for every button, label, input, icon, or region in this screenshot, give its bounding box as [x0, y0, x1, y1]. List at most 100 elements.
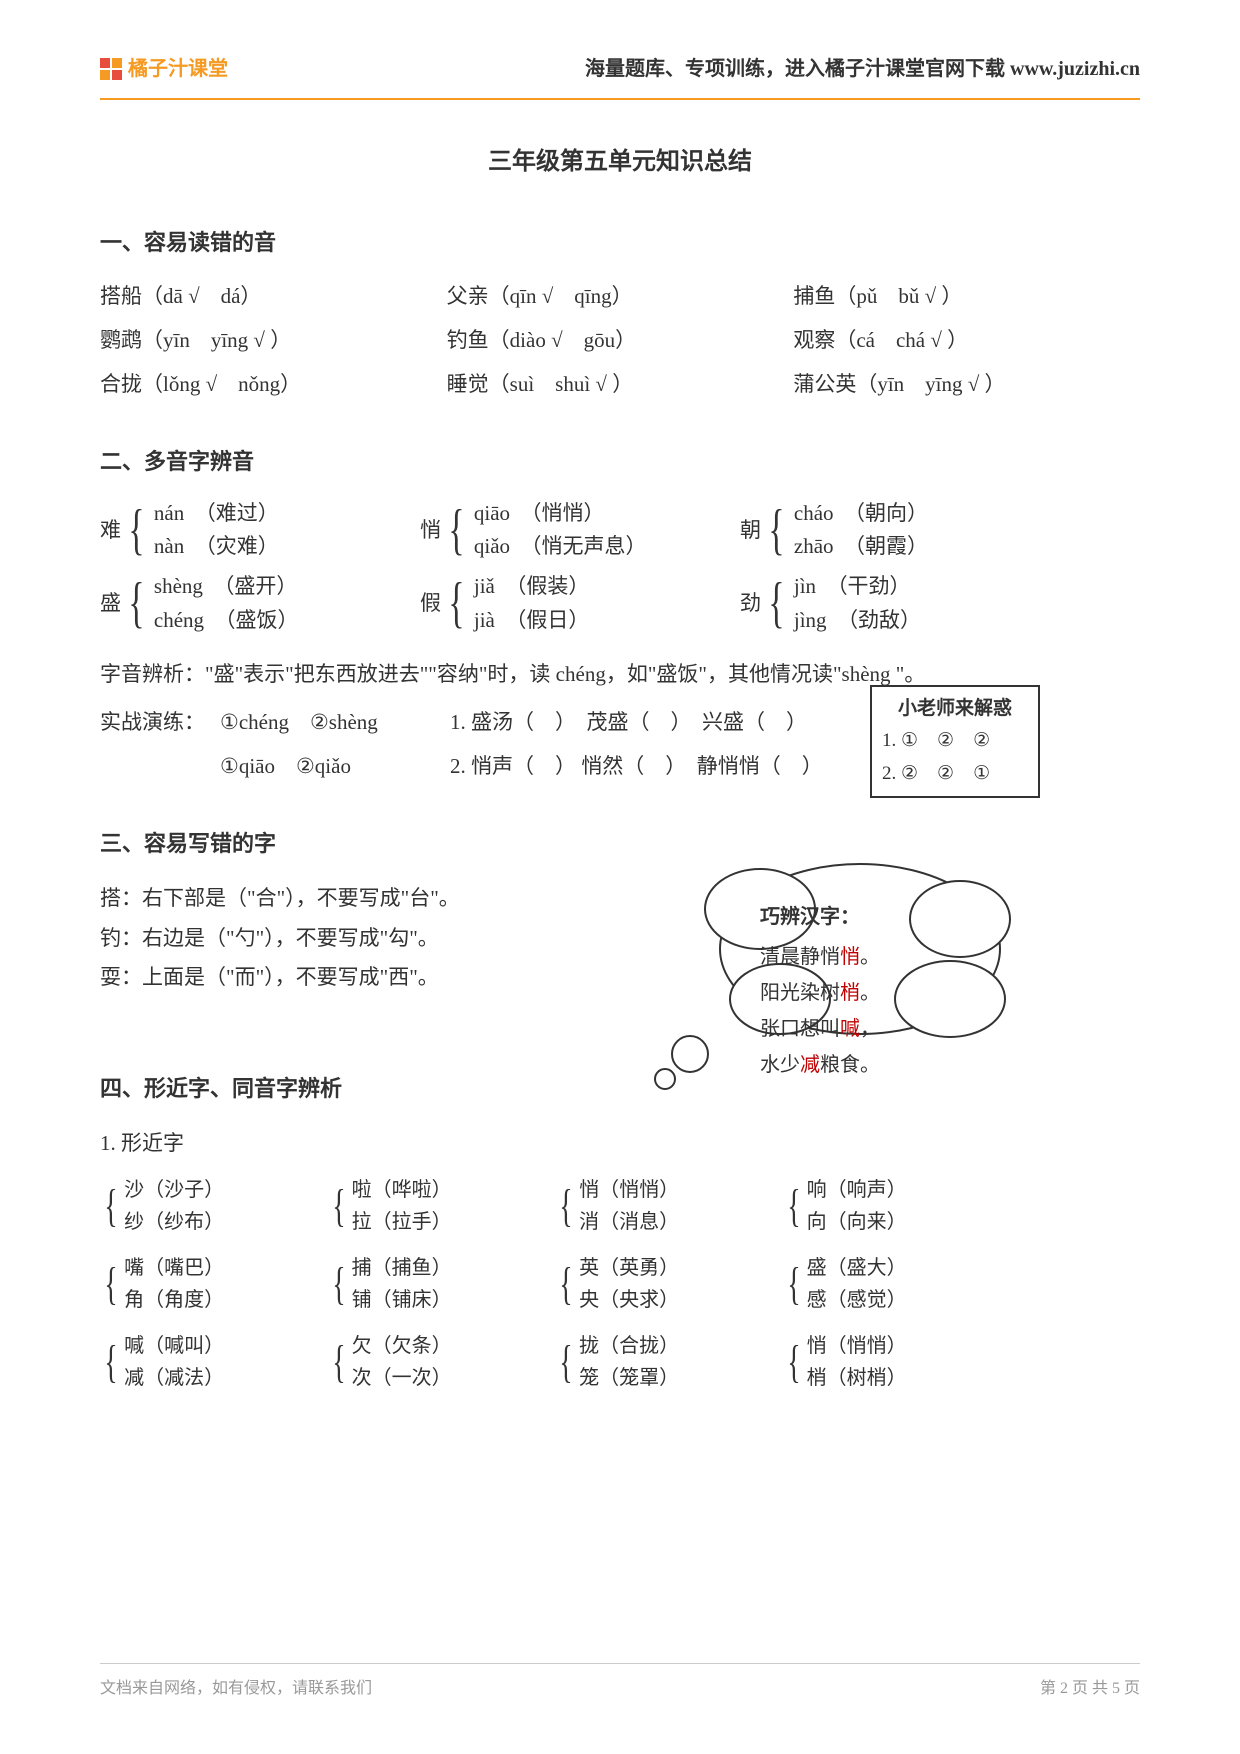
cloud-hl: 悄	[840, 946, 860, 968]
logo-icon	[100, 58, 122, 80]
pair-item: {喊（喊叫）减（减法）	[100, 1330, 318, 1394]
pinyin: qiāo	[474, 501, 510, 525]
pair-word: 梢（树梢）	[807, 1362, 907, 1394]
word: （朝向）	[855, 501, 929, 525]
pinyin: zhāo	[794, 534, 834, 558]
cloud-line: 粮食。	[820, 1054, 880, 1076]
pair-word: 盛（盛大）	[807, 1252, 907, 1284]
pair-word: 悄（悄悄）	[579, 1174, 679, 1206]
pair-word: 英（英勇）	[579, 1252, 679, 1284]
pair-item: {悄（悄悄）消（消息）	[555, 1174, 773, 1238]
brand-logo: 橘子汁课堂	[100, 50, 228, 88]
sec4-sub: 1. 形近字	[100, 1124, 1140, 1164]
pair-word: 悄（悄悄）	[807, 1330, 907, 1362]
brace-icon: {	[128, 581, 144, 626]
sec1-row: 搭船（dā √ dá） 父亲（qīn √ qīng） 捕鱼（pǔ bǔ √ ）	[100, 277, 1140, 317]
sec1-item: 蒲公英（yīn yīng √ ）	[793, 365, 1140, 405]
word: （盛饭）	[225, 608, 299, 632]
brace-icon: {	[104, 1266, 117, 1303]
cloud-line: 清晨静悄	[760, 946, 840, 968]
brace-icon: {	[448, 508, 464, 553]
brace-icon: {	[104, 1188, 117, 1225]
page-header: 橘子汁课堂 海量题库、专项训练，进入橘子汁课堂官网下载 www.juzizhi.…	[100, 50, 1140, 100]
brace-icon: {	[559, 1266, 572, 1303]
poly-char: 悄	[420, 511, 441, 551]
pair-item: {拢（合拢）笼（笼罩）	[555, 1330, 773, 1394]
cloud-callout: 巧辨汉字： 清晨静悄悄。 阳光染树梢。 张口想叫喊， 水少减粮食。	[630, 839, 1030, 1099]
pinyin: jiǎ	[474, 574, 495, 598]
sec1-item: 睡觉（suì shuì √ ）	[447, 365, 794, 405]
section2-head: 二、多音字辨音	[100, 441, 1140, 483]
pair-word: 欠（欠条）	[352, 1330, 452, 1362]
answer-box: 小老师来解惑 1. ① ② ② 2. ② ② ①	[870, 685, 1040, 798]
drill-questions: 2. 悄声（ ） 悄然（ ） 静悄悄（ ）	[450, 747, 823, 787]
similar-char-grid: {沙（沙子）纱（纱布） {啦（哗啦）拉（拉手） {悄（悄悄）消（消息） {响（响…	[100, 1174, 1000, 1394]
sec1-item: 父亲（qīn √ qīng）	[447, 277, 794, 317]
polyphone-list: 难 { nán （难过） nàn （灾难） 悄 { qiāo （悄悄） qiǎo…	[100, 497, 1140, 643]
drill-label: 实战演练：	[100, 703, 220, 743]
pair-word: 嘴（嘴巴）	[124, 1252, 224, 1284]
pair-item: {嘴（嘴巴）角（角度）	[100, 1252, 318, 1316]
brace-icon: {	[787, 1266, 800, 1303]
pinyin: jià	[474, 608, 495, 632]
drill-questions: 1. 盛汤（ ） 茂盛（ ） 兴盛（ ）	[450, 703, 807, 743]
sec1-item: 鹦鹉（yīn yīng √ ）	[100, 321, 447, 361]
cloud-line: 。	[860, 982, 880, 1004]
pair-word: 角（角度）	[124, 1284, 224, 1316]
brace-icon: {	[787, 1344, 800, 1381]
word: （悄悄）	[531, 501, 605, 525]
pinyin: nán	[154, 501, 184, 525]
poly-char: 劲	[740, 584, 761, 624]
pair-item: {欠（欠条）次（一次）	[328, 1330, 546, 1394]
poly-item: 朝 { cháo （朝向） zhāo （朝霞）	[740, 497, 1040, 564]
pinyin: chéng	[154, 608, 204, 632]
poly-char: 难	[100, 511, 121, 551]
word: （劲敌）	[848, 608, 922, 632]
brace-icon: {	[332, 1344, 345, 1381]
brace-icon: {	[768, 581, 784, 626]
page-title: 三年级第五单元知识总结	[100, 140, 1140, 186]
pinyin: shèng	[154, 574, 203, 598]
word: （难过）	[205, 501, 279, 525]
pair-item: {悄（悄悄）梢（树梢）	[783, 1330, 1001, 1394]
brace-icon: {	[128, 508, 144, 553]
word: （假装）	[516, 574, 590, 598]
sec1-item: 观察（cá chá √ ）	[793, 321, 1140, 361]
poly-item: 悄 { qiāo （悄悄） qiǎo （悄无声息）	[420, 497, 720, 564]
cloud-line: ，	[860, 1018, 880, 1040]
brace-icon: {	[332, 1188, 345, 1225]
word: （盛开）	[224, 574, 298, 598]
pair-word: 沙（沙子）	[124, 1174, 224, 1206]
pair-word: 响（响声）	[807, 1174, 907, 1206]
pair-word: 笼（笼罩）	[579, 1362, 679, 1394]
pair-item: {沙（沙子）纱（纱布）	[100, 1174, 318, 1238]
brace-icon: {	[787, 1188, 800, 1225]
word: （干劲）	[837, 574, 911, 598]
cloud-line: 。	[860, 946, 880, 968]
word: （朝霞）	[855, 534, 929, 558]
poly-item: 劲 { jìn （干劲） jìng （劲敌）	[740, 570, 1040, 637]
pair-word: 拉（拉手）	[352, 1206, 452, 1238]
pair-word: 减（减法）	[124, 1362, 224, 1394]
pair-word: 捕（捕鱼）	[352, 1252, 452, 1284]
brace-icon: {	[768, 508, 784, 553]
brand-name: 橘子汁课堂	[128, 50, 228, 88]
cloud-line: 阳光染树	[760, 982, 840, 1004]
drill-options: ①qiāo ②qiǎo	[220, 747, 450, 787]
sec1-item: 捕鱼（pǔ bǔ √ ）	[793, 277, 1140, 317]
poly-item: 假 { jiǎ （假装） jià （假日）	[420, 570, 720, 637]
pinyin: nàn	[154, 534, 184, 558]
pair-word: 次（一次）	[352, 1362, 452, 1394]
poly-char: 盛	[100, 584, 121, 624]
pinyin: qiǎo	[474, 534, 510, 558]
pinyin: cháo	[794, 501, 834, 525]
cloud-hl: 梢	[840, 982, 860, 1004]
pair-item: {捕（捕鱼）铺（铺床）	[328, 1252, 546, 1316]
word: （悄无声息）	[531, 534, 647, 558]
answer-title: 小老师来解惑	[882, 693, 1028, 725]
poly-char: 假	[420, 584, 441, 624]
answer-line: 1. ① ② ②	[882, 725, 1028, 757]
cloud-title: 巧辨汉字：	[760, 899, 880, 935]
poly-item: 难 { nán （难过） nàn （灾难）	[100, 497, 400, 564]
pair-word: 啦（哗啦）	[352, 1174, 452, 1206]
